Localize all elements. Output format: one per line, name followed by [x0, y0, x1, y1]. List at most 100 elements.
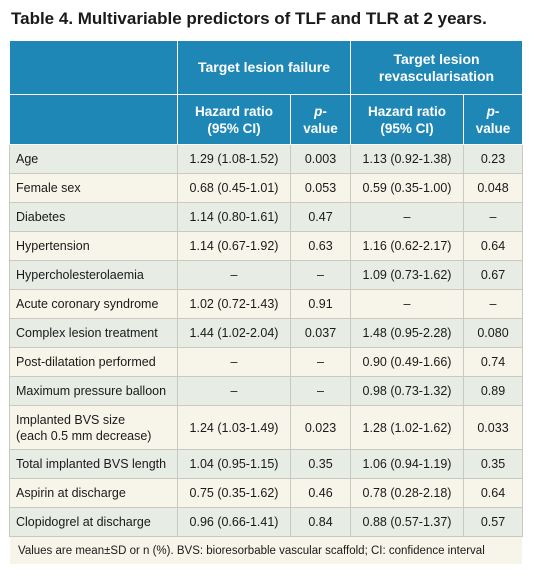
tlr-p-value: 0.67 — [462, 260, 524, 290]
row-label: Acute coronary syndrome — [9, 289, 178, 319]
tlf-p-value: 0.84 — [290, 507, 351, 537]
tlr-p-value: – — [462, 202, 524, 232]
tlr-p-value: 0.35 — [462, 449, 524, 479]
table-row: Hypercholesterolaemia – –1.09 (0.73-1.62) 0… — [9, 260, 524, 290]
tlf-hazard-ratio: 1.02 (0.72-1.43) — [177, 289, 291, 319]
table-row: Hypertension 1.14 (0.67-1.92) 0.63 1.16 (0.… — [9, 231, 524, 261]
row-label-text: Complex lesion treatment — [16, 326, 158, 340]
header-group-tlr-line1: Target lesion — [393, 50, 480, 67]
row-label-text: Total implanted BVS length — [16, 457, 167, 471]
row-label: Total implanted BVS length — [9, 449, 178, 479]
table-row: Maximum pressure balloon – –0.98 (0.73-1.3… — [9, 376, 524, 406]
tlr-hazard-ratio: 0.59 (0.35-1.00) — [350, 173, 464, 203]
header-group-tlf: Target lesion failure — [177, 40, 351, 95]
p-italic: p — [314, 103, 323, 119]
row-label: Maximum pressure balloon — [9, 376, 178, 406]
tlr-hazard-ratio: – — [350, 289, 464, 319]
table-row: Diabetes 1.14 (0.80-1.61) 0.47– – — [9, 202, 524, 232]
table-row: Aspirin at discharge 0.75 (0.35-1.62) 0.46… — [9, 478, 524, 508]
row-label: Implanted BVS size (each 0.5 mm decrease) — [9, 405, 178, 450]
tlr-p-value: 0.64 — [462, 478, 524, 508]
header-tlf-p: p-value — [290, 94, 351, 145]
header-group-tlr-line2: revascularisation — [378, 67, 495, 84]
tlf-hazard-ratio: – — [177, 376, 291, 406]
row-label-text: Acute coronary syndrome — [16, 297, 159, 311]
tlr-hazard-ratio: 1.06 (0.94-1.19) — [350, 449, 464, 479]
tlf-hazard-ratio: – — [177, 260, 291, 290]
p-suffix: -value — [303, 103, 338, 136]
row-label: Diabetes — [9, 202, 178, 232]
tlf-p-value: 0.63 — [290, 231, 351, 261]
tlf-hazard-ratio: 1.44 (1.02-2.04) — [177, 318, 291, 348]
tlr-hazard-ratio: 1.48 (0.95-2.28) — [350, 318, 464, 348]
tlf-p-value: 0.35 — [290, 449, 351, 479]
header-tlr-hr-line2: (95% CI) — [380, 120, 434, 136]
predictors-table: Target lesion failure Target lesion reva… — [8, 40, 524, 565]
table-row: Total implanted BVS length 1.04 (0.95-1.1… — [9, 449, 524, 479]
tlf-p-value: 0.003 — [290, 144, 351, 174]
tlr-hazard-ratio: 0.98 (0.73-1.32) — [350, 376, 464, 406]
row-label-text: Implanted BVS size — [16, 412, 126, 427]
tlf-hazard-ratio: 1.04 (0.95-1.15) — [177, 449, 291, 479]
tlr-p-value: 0.080 — [462, 318, 524, 348]
tlr-hazard-ratio: 1.13 (0.92-1.38) — [350, 144, 464, 174]
tlf-p-value: 0.053 — [290, 173, 351, 203]
tlf-hazard-ratio: 1.14 (0.80-1.61) — [177, 202, 291, 232]
tlr-hazard-ratio: 1.28 (1.02-1.62) — [350, 405, 464, 450]
row-label: Female sex — [9, 173, 178, 203]
row-label-text: Age — [16, 152, 39, 166]
tlr-p-value: 0.74 — [462, 347, 524, 377]
tlf-p-value: – — [290, 260, 351, 290]
header-blank-2 — [9, 94, 178, 145]
header-tlf-hr-line2: (95% CI) — [207, 120, 261, 136]
tlf-hazard-ratio: 1.14 (0.67-1.92) — [177, 231, 291, 261]
header-tlf-hr-line1: Hazard ratio — [194, 103, 274, 119]
header-tlr-p: p-value — [462, 94, 524, 145]
tlr-hazard-ratio: – — [350, 202, 464, 232]
tlf-p-value: 0.037 — [290, 318, 351, 348]
tlf-hazard-ratio: 0.96 (0.66-1.41) — [177, 507, 291, 537]
tlf-p-value: 0.023 — [290, 405, 351, 450]
table-row: Clopidogrel at discharge 0.96 (0.66-1.41)… — [9, 507, 524, 537]
tlr-hazard-ratio: 0.78 (0.28-2.18) — [350, 478, 464, 508]
tlf-p-value: 0.47 — [290, 202, 351, 232]
tlr-p-value: 0.23 — [462, 144, 524, 174]
p-suffix: -value — [475, 103, 511, 136]
table-row: Complex lesion treatment 1.44 (1.02-2.04)… — [9, 318, 524, 348]
header-group-tlr: Target lesion revascularisation — [349, 40, 524, 95]
row-label: Clopidogrel at discharge — [9, 507, 178, 537]
tlr-p-value: 0.57 — [462, 507, 524, 537]
table-row: Post-dilatation performed – –0.90 (0.49-1.… — [9, 347, 524, 377]
header-tlf-hr: Hazard ratio (95% CI) — [177, 94, 291, 145]
row-label: Post-dilatation performed — [9, 347, 178, 377]
header-tlr-hr-line1: Hazard ratio — [367, 103, 447, 119]
tlr-p-value: 0.033 — [462, 405, 524, 450]
tlf-hazard-ratio: 1.29 (1.08-1.52) — [177, 144, 291, 174]
row-label-text: Maximum pressure balloon — [16, 384, 167, 398]
row-label: Age — [9, 144, 178, 174]
row-label: Hypercholesterolaemia — [9, 260, 178, 290]
tlf-hazard-ratio: 0.68 (0.45-1.01) — [177, 173, 291, 203]
table-row: Implanted BVS size (each 0.5 mm decrease)… — [9, 405, 524, 450]
tlr-hazard-ratio: 1.09 (0.73-1.62) — [350, 260, 464, 290]
row-label-text: Aspirin at discharge — [16, 486, 126, 500]
tlr-hazard-ratio: 0.90 (0.49-1.66) — [350, 347, 464, 377]
tlr-p-value: 0.64 — [462, 231, 524, 261]
p-italic: p — [486, 103, 495, 119]
row-label-text: Diabetes — [16, 210, 66, 224]
tlf-p-value: – — [290, 376, 351, 406]
tlf-p-value: 0.91 — [290, 289, 351, 319]
tlf-hazard-ratio: 0.75 (0.35-1.62) — [177, 478, 291, 508]
row-label-text: Hypercholesterolaemia — [16, 268, 144, 282]
tlf-hazard-ratio: 1.24 (1.03-1.49) — [177, 405, 291, 450]
tlr-hazard-ratio: 1.16 (0.62-2.17) — [350, 231, 464, 261]
tlr-hazard-ratio: 0.88 (0.57-1.37) — [350, 507, 464, 537]
row-label-text: Post-dilatation performed — [16, 355, 156, 369]
header-blank — [9, 40, 178, 95]
tlf-p-value: – — [290, 347, 351, 377]
row-label-text: Hypertension — [16, 239, 90, 253]
row-label: Hypertension — [9, 231, 178, 261]
tlr-p-value: – — [462, 289, 524, 319]
tlr-p-value: 0.048 — [462, 173, 524, 203]
row-label-text: Female sex — [16, 181, 81, 195]
